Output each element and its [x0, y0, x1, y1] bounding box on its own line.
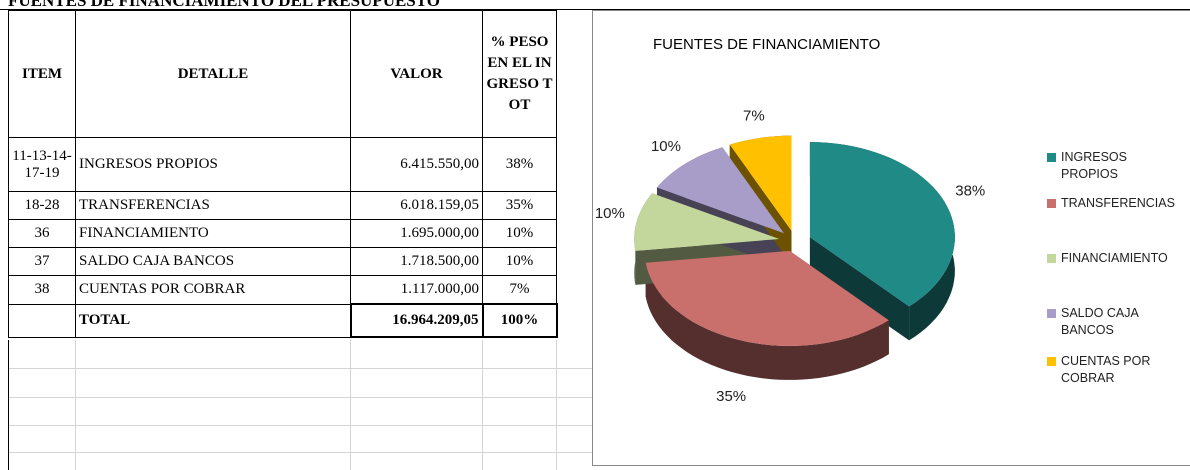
slice	[729, 135, 792, 231]
cell: 10%	[482, 247, 557, 276]
legend-label: TRANSFERENCIAS	[1061, 196, 1175, 210]
grid-line	[8, 452, 592, 453]
cell: 37	[8, 247, 76, 276]
data-label: 38%	[955, 183, 985, 200]
legend-label: CUENTAS POR COBRAR	[1061, 354, 1151, 385]
slice	[645, 250, 889, 346]
legend-swatch	[1047, 199, 1056, 208]
header-cell: VALOR	[350, 10, 483, 138]
legend-item: TRANSFERENCIAS	[1047, 195, 1187, 212]
table: ITEM DETALLE VALOR% PESO EN EL INGRESO TOT…	[8, 10, 558, 338]
header-cell: % PESO EN EL INGRESO TOT	[482, 10, 557, 138]
legend-item: INGRESOS PROPIOS	[1047, 149, 1187, 183]
cell: 100%	[481, 303, 558, 338]
cell: FINANCIAMIENTO	[75, 219, 351, 248]
cell: 1.718.500,00	[350, 247, 483, 276]
cell: 6.018.159,05	[350, 191, 483, 220]
cell: 18-28	[8, 191, 76, 220]
grid-line	[8, 368, 592, 369]
cell: 7%	[482, 275, 557, 305]
legend-label: FINANCIAMIENTO	[1061, 251, 1168, 265]
cell: 11-13-14-17-19	[8, 137, 76, 192]
cell: INGRESOS PROPIOS	[75, 137, 351, 192]
header-cell: DETALLE	[75, 10, 351, 138]
grid-line	[350, 340, 351, 470]
legend-swatch	[1047, 309, 1056, 318]
legend-swatch	[1047, 254, 1056, 263]
cell: 38%	[482, 137, 557, 192]
slice	[657, 147, 784, 234]
grid-line	[556, 340, 557, 470]
data-label: 10%	[595, 205, 625, 222]
cell: 36	[8, 219, 76, 248]
sheet-title: FUENTES DE FINANCIAMIENTO DEL PRESUPUEST…	[8, 0, 441, 10]
cell: 38	[8, 275, 76, 305]
grid-line	[8, 397, 592, 398]
chart: FUENTES DE FINANCIAMIENTO 38% 35% 10% 10% 7%…	[592, 10, 1190, 466]
legend-label: SALDO CAJA BANCOS	[1061, 306, 1139, 337]
legend-item: FINANCIAMIENTO	[1047, 250, 1187, 267]
legend-swatch	[1047, 153, 1056, 162]
slice	[809, 142, 955, 307]
row: 36 FINANCIAMIENTO 1.695.000,00 10%	[8, 219, 557, 248]
cell: 16.964.209,05	[349, 303, 484, 338]
grid-line	[75, 340, 76, 470]
border	[0, 9, 1190, 10]
legend-label: INGRESOS PROPIOS	[1061, 150, 1127, 181]
row: 18-28 TRANSFERENCIAS 6.018.159,05 35%	[8, 191, 557, 220]
cell	[8, 303, 76, 338]
row: 37 SALDO CAJA BANCOS 1.718.500,00 10%	[8, 247, 557, 276]
legend-item: SALDO CAJA BANCOS	[1047, 305, 1187, 339]
cell: 6.415.550,00	[350, 137, 483, 192]
cell: TOTAL	[75, 303, 351, 338]
cell: 35%	[482, 191, 557, 220]
cell: 1.117.000,00	[350, 275, 483, 305]
slice-side	[645, 262, 889, 380]
slice	[634, 193, 780, 251]
grid-line	[8, 425, 592, 426]
row: 38 CUENTAS POR COBRAR 1.117.000,00 7%	[8, 275, 557, 305]
cell: CUENTAS POR COBRAR	[75, 275, 351, 305]
chart-title: FUENTES DE FINANCIAMIENTO	[653, 36, 880, 53]
cell: SALDO CAJA BANCOS	[75, 247, 351, 276]
data-label: 35%	[716, 388, 746, 405]
data-label: 10%	[651, 138, 681, 155]
legend-swatch	[1047, 357, 1056, 366]
chart-svg: FUENTES DE FINANCIAMIENTO 38% 35% 10% 10% 7%	[595, 36, 985, 405]
cell: 10%	[482, 219, 557, 248]
cell: 1.695.000,00	[350, 219, 483, 248]
grid-line	[8, 340, 9, 470]
header-cell: ITEM	[8, 10, 76, 138]
header-row: ITEM DETALLE VALOR% PESO EN EL INGRESO TOT	[8, 10, 557, 138]
grid-line	[482, 340, 483, 470]
total-row: TOTAL 16.964.209,05 100%	[8, 303, 558, 338]
cell: TRANSFERENCIAS	[75, 191, 351, 220]
slice-side	[809, 237, 910, 341]
legend: INGRESOS PROPIOS TRANSFERENCIAS FINANCIAMI…	[1047, 149, 1187, 387]
data-label: 7%	[743, 107, 765, 124]
legend-item: CUENTAS POR COBRAR	[1047, 353, 1187, 387]
row: 11-13-14-17-19 INGRESOS PROPIOS 6.415.550,…	[8, 137, 557, 192]
